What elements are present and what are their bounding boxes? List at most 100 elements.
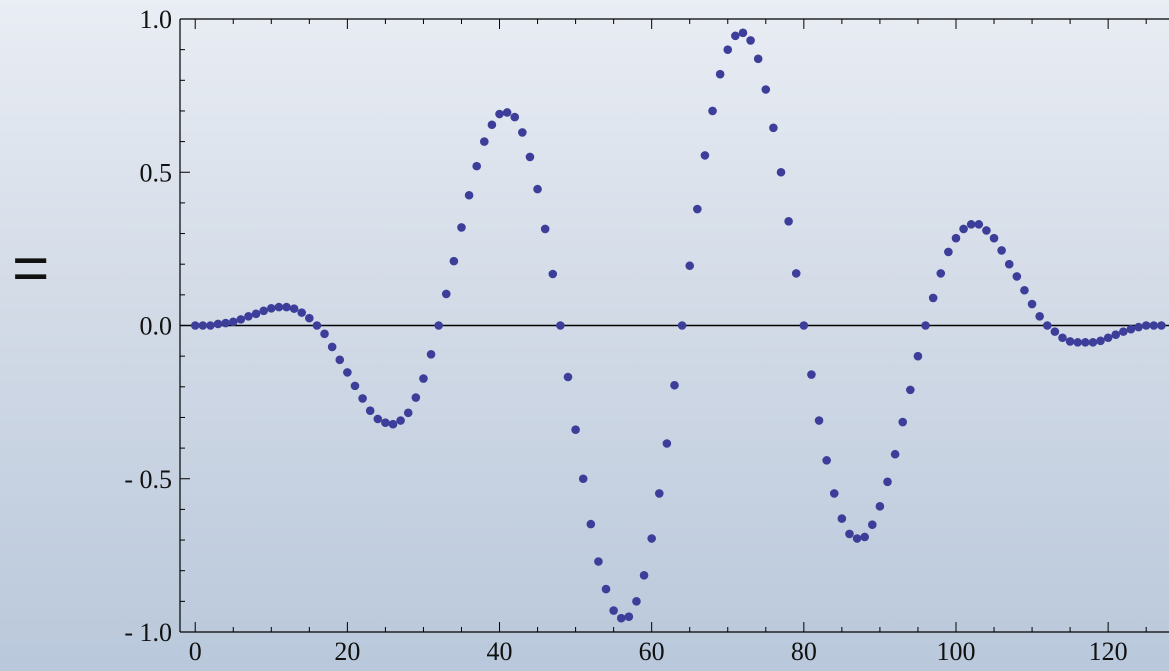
data-point <box>449 256 459 266</box>
data-point <box>890 449 900 459</box>
x-tick-label: 120 <box>1089 637 1128 666</box>
data-point <box>1035 312 1044 321</box>
data-point <box>411 393 421 402</box>
data-point <box>365 406 375 416</box>
x-tick-label: 40 <box>487 637 513 666</box>
data-point <box>327 342 337 352</box>
data-point <box>753 54 763 64</box>
data-point <box>845 529 854 539</box>
data-points <box>190 28 1166 623</box>
data-point <box>206 321 215 330</box>
data-point <box>320 329 329 339</box>
data-point <box>852 534 862 543</box>
data-point <box>951 233 961 243</box>
x-tick-label: 20 <box>334 637 360 666</box>
data-point <box>662 439 672 448</box>
data-point <box>647 534 656 543</box>
data-point <box>632 597 641 606</box>
x-tick-label: 60 <box>639 637 665 666</box>
data-point <box>266 304 276 313</box>
axes-group: 1.0 0.5 0.0 - 0.5 - 1.0 0 20 40 60 80 100 120 <box>124 5 1169 666</box>
data-point <box>228 317 238 327</box>
data-point <box>518 128 527 137</box>
data-point <box>913 351 923 361</box>
data-point <box>396 416 405 425</box>
data-point <box>343 368 352 377</box>
data-point <box>1058 333 1067 343</box>
data-point <box>1111 330 1121 339</box>
data-point <box>190 321 200 330</box>
data-point <box>868 520 877 530</box>
data-point <box>1081 338 1090 347</box>
data-point <box>502 108 512 117</box>
data-point <box>213 319 223 329</box>
data-point <box>601 584 611 594</box>
data-point <box>297 308 307 317</box>
data-point <box>259 306 268 316</box>
data-point <box>335 355 345 365</box>
data-point <box>282 302 291 312</box>
y-tick-label: 1.0 <box>140 5 173 34</box>
data-point <box>624 612 634 621</box>
data-point <box>1012 272 1022 281</box>
y-tick-label: - 1.0 <box>124 618 172 647</box>
data-point <box>381 418 390 427</box>
y-tick-label: 0.5 <box>140 158 173 187</box>
data-point <box>928 293 938 303</box>
data-point <box>822 456 831 465</box>
data-point <box>898 417 908 427</box>
data-point <box>373 414 383 424</box>
data-point <box>510 112 520 122</box>
data-point <box>236 315 246 324</box>
data-point <box>769 123 778 133</box>
data-point <box>480 137 489 146</box>
data-point <box>419 374 428 383</box>
data-point <box>312 321 322 330</box>
data-point <box>784 216 793 226</box>
x-tick-label: 100 <box>936 637 975 666</box>
data-point <box>654 489 664 498</box>
data-point <box>533 184 542 194</box>
data-point <box>556 321 565 330</box>
data-point <box>221 318 230 328</box>
data-point <box>1149 321 1159 330</box>
data-point <box>563 372 573 382</box>
data-point <box>944 247 953 257</box>
data-point <box>715 69 725 79</box>
data-point <box>1157 321 1166 330</box>
data-point <box>426 350 436 359</box>
data-point <box>289 304 299 313</box>
data-point <box>1027 299 1037 309</box>
data-point <box>814 416 824 425</box>
data-point <box>540 224 550 234</box>
data-point <box>1103 333 1113 343</box>
data-point <box>639 570 649 580</box>
x-tick-label: 80 <box>791 637 817 666</box>
data-point <box>1020 285 1029 295</box>
data-point <box>776 167 786 177</box>
data-point <box>1073 338 1083 347</box>
data-point <box>693 204 702 214</box>
data-point <box>959 224 968 234</box>
data-point <box>708 106 717 116</box>
data-point <box>738 28 748 38</box>
equals-sign: = <box>12 232 50 304</box>
data-point <box>1004 259 1014 269</box>
data-point <box>761 85 771 94</box>
data-point <box>244 312 253 321</box>
data-point <box>906 385 915 395</box>
data-point <box>1050 327 1060 336</box>
data-point <box>731 31 740 41</box>
data-point <box>799 321 809 330</box>
data-point <box>274 302 284 312</box>
data-point <box>677 321 687 330</box>
data-point <box>997 246 1006 255</box>
data-point <box>616 613 626 623</box>
data-point <box>388 419 398 429</box>
data-point <box>586 519 596 529</box>
data-point <box>350 381 360 391</box>
data-point <box>921 321 930 330</box>
data-point <box>1065 337 1075 346</box>
y-tick-label: - 0.5 <box>124 465 172 494</box>
